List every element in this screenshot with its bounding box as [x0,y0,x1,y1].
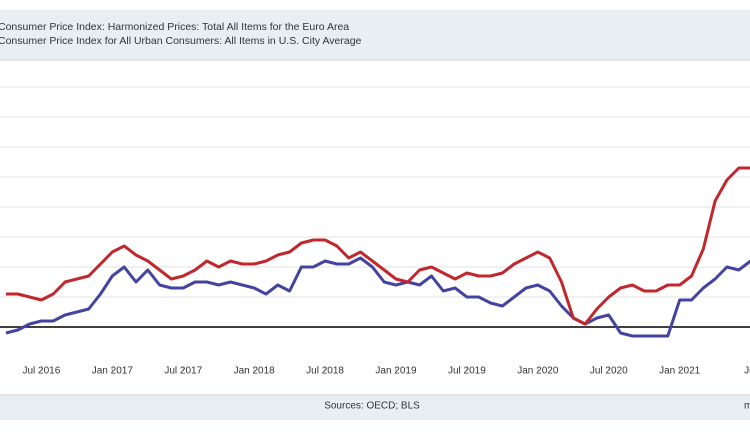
series-line [6,166,750,326]
legend-band [0,10,750,60]
x-tick-label: Jul 2017 [164,366,202,377]
series-line [5,256,750,338]
legend: Consumer Price Index: Harmonized Prices:… [0,21,362,47]
x-tick-label: Jul 2020 [590,366,628,377]
footer-band [0,395,750,420]
x-tick-label: Jan 2018 [234,366,276,377]
x-tick-label: Jan 2017 [92,366,134,377]
x-tick-label: Jul 2016 [23,366,61,377]
legend-entry: Consumer Price Index: Harmonized Prices:… [0,21,349,33]
legend-entry: Consumer Price Index for All Urban Consu… [0,35,362,47]
x-tick-label: Jul 2018 [306,366,344,377]
source: Sources: OECD; BLS [324,401,420,412]
x-tick-label: Jan 2021 [659,366,701,377]
x-tick-label: Jul 2019 [448,366,486,377]
x-tick-label: Jan 2020 [517,366,559,377]
x-tick-label: Jan 2019 [375,366,417,377]
x-tick-label: Jul [744,366,750,377]
corner-text: m [744,401,750,412]
